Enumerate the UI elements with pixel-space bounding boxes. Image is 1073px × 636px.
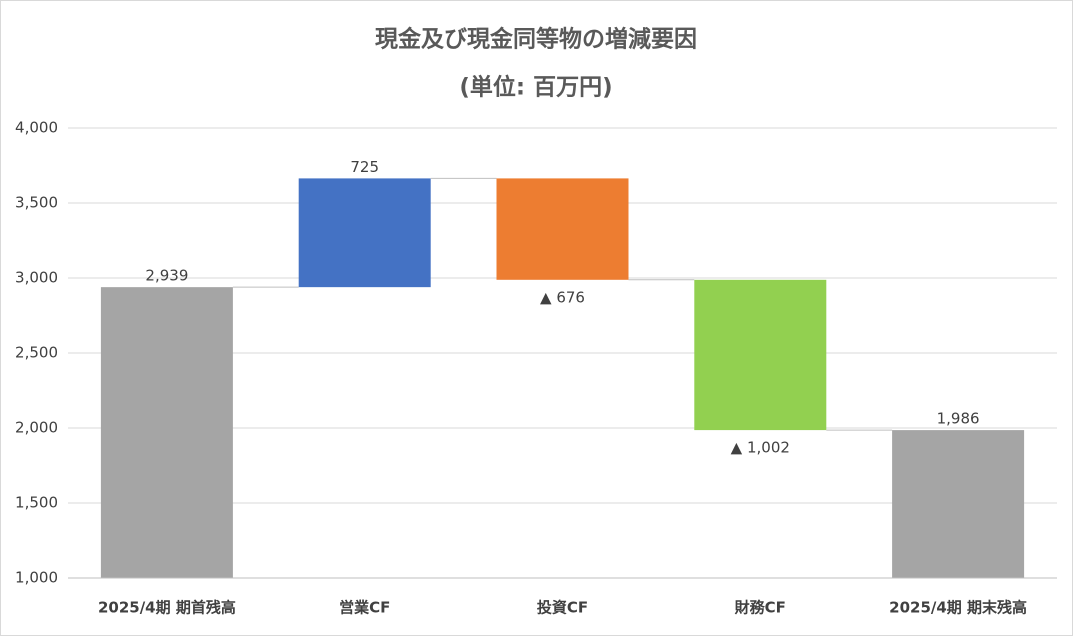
data-label: ▲ 1,002 xyxy=(731,439,790,457)
bar xyxy=(892,430,1025,578)
y-tick-label: 3,000 xyxy=(15,269,58,287)
y-tick-label: 1,000 xyxy=(15,569,58,587)
y-tick-label: 3,500 xyxy=(15,194,58,212)
y-tick-label: 2,500 xyxy=(15,344,58,362)
y-tick-label: 1,500 xyxy=(15,494,58,512)
data-label: ▲ 676 xyxy=(540,288,585,306)
x-tick-label: 投資CF xyxy=(537,599,588,617)
bar xyxy=(694,279,827,431)
chart-title: 現金及び現金同等物の増減要因 xyxy=(375,26,697,53)
y-tick-label: 4,000 xyxy=(15,119,58,137)
y-tick-label: 2,000 xyxy=(15,419,58,437)
bar xyxy=(100,287,233,578)
bar xyxy=(298,178,431,288)
data-label: 725 xyxy=(350,158,379,176)
bar xyxy=(496,178,629,280)
x-tick-label: 営業CF xyxy=(339,599,390,617)
chart-subtitle: (単位: 百万円) xyxy=(459,74,612,101)
x-tick-label: 2025/4期 期末残高 xyxy=(889,599,1027,617)
data-label: 1,986 xyxy=(937,410,980,428)
x-tick-label: 財務CF xyxy=(734,599,786,617)
x-tick-label: 2025/4期 期首残高 xyxy=(98,599,236,617)
data-label: 2,939 xyxy=(145,267,188,285)
